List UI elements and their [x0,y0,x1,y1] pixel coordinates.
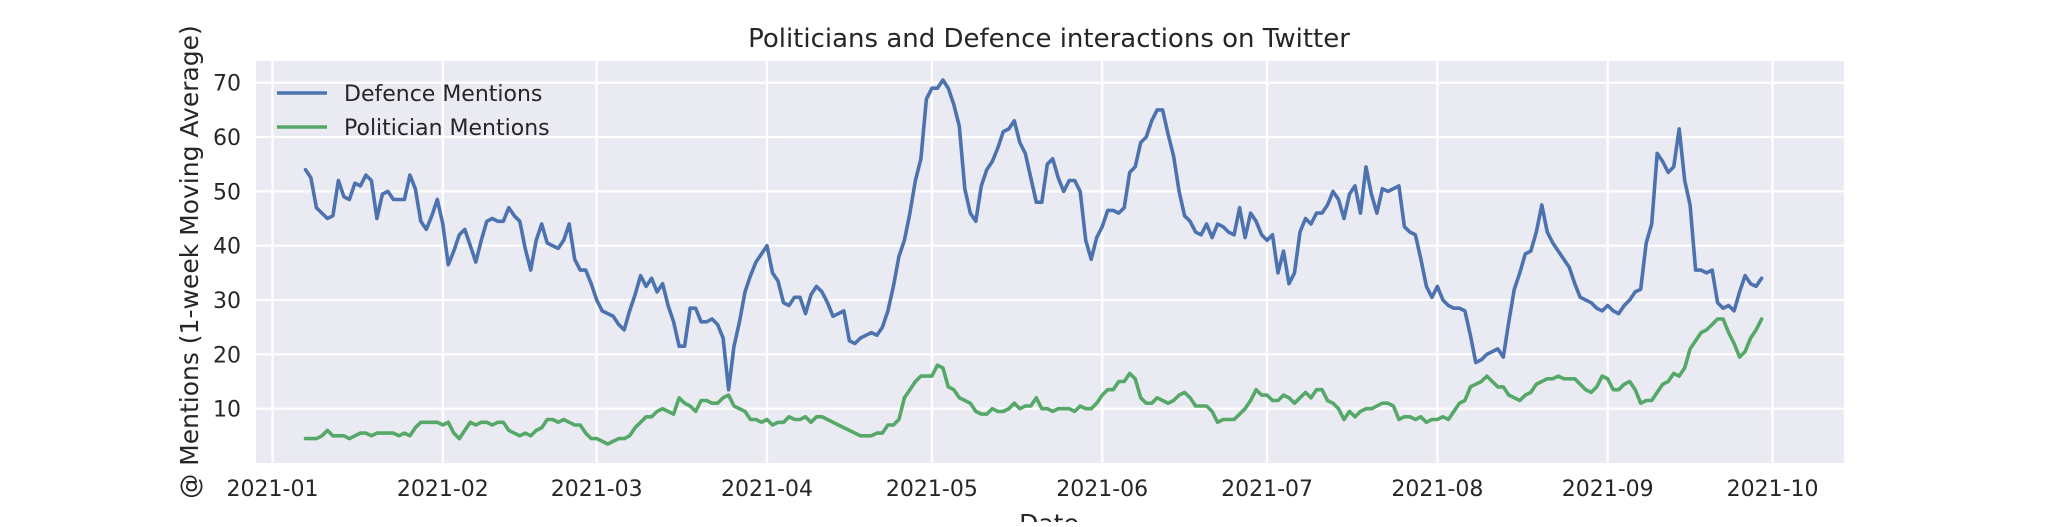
plot-background [256,61,1844,463]
x-axis-label: Date [1019,509,1079,522]
x-tick-label: 2021-10 [1727,477,1819,502]
x-tick-label: 2021-01 [227,477,319,502]
y-tick-label: 60 [213,126,241,151]
x-tick-label: 2021-08 [1391,477,1483,502]
y-tick-label: 10 [213,398,241,423]
series-lines [303,78,1764,446]
chart-title: Politicians and Defence interactions on … [748,24,1350,54]
y-tick-labels: 10 20 30 40 50 60 70 [213,72,241,423]
x-tick-label: 2021-03 [551,477,643,502]
y-axis-label: @ Mentions (1-week Moving Average) [175,25,204,499]
y-tick-label: 50 [213,180,241,205]
legend: Defence Mentions Politician Mentions [277,82,550,141]
series-line-politician-mentions [303,317,1764,446]
x-tick-label: 2021-09 [1562,477,1654,502]
y-tick-label: 40 [213,235,241,260]
legend-label: Politician Mentions [344,116,550,141]
x-tick-label: 2021-07 [1221,477,1313,502]
x-tick-labels: 2021-01 2021-02 2021-03 2021-04 2021-05 2021-… [227,477,1819,502]
x-tick-label: 2021-02 [397,477,489,502]
x-tick-label: 2021-06 [1056,477,1148,502]
y-tick-label: 30 [213,289,241,314]
x-tick-label: 2021-04 [721,477,813,502]
y-tick-label: 20 [213,343,241,368]
series-line-defence-mentions [303,78,1764,392]
legend-label: Defence Mentions [344,82,542,107]
x-tick-label: 2021-05 [886,477,978,502]
y-tick-label: 70 [213,72,241,97]
